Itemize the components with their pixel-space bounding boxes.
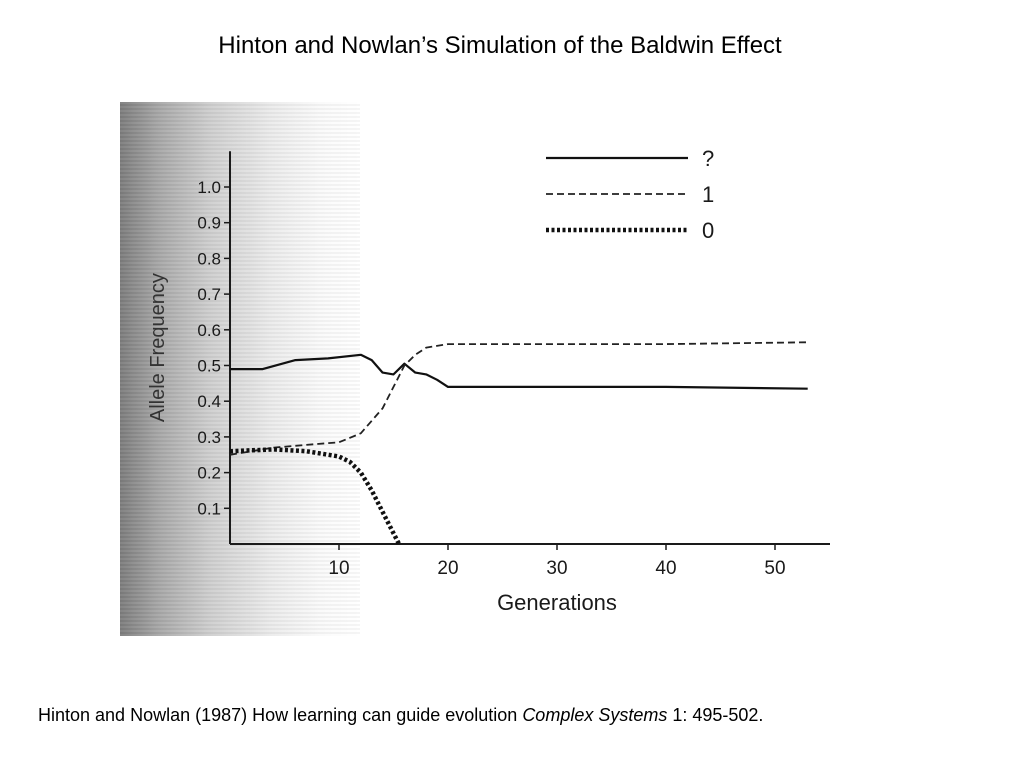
x-tick-label: 50 <box>764 558 785 579</box>
y-tick-label: 0.2 <box>197 464 221 483</box>
citation-journal: Complex Systems <box>522 705 668 725</box>
y-tick-label: 0.6 <box>197 321 221 340</box>
slide-title: Hinton and Nowlan’s Simulation of the Ba… <box>218 32 782 59</box>
x-tick-label: 20 <box>437 558 458 579</box>
y-tick-label: 0.4 <box>197 392 221 411</box>
y-tick-label: 0.3 <box>197 428 221 447</box>
y-tick-label: 0.1 <box>197 499 221 518</box>
y-tick-label: 0.8 <box>197 249 221 268</box>
x-axis-label: Generations <box>497 590 617 615</box>
series-line-1 <box>230 353 808 390</box>
x-tick-label: 30 <box>546 558 567 579</box>
y-tick-label: 0.7 <box>197 285 221 304</box>
figure-panel: 0.1 0.2 0.3 0.4 0.5 0.6 0.7 0.8 0.9 1.0 10 20 30 40 50… <box>120 102 840 636</box>
citation: Hinton and Nowlan (1987) How learning ca… <box>38 705 763 726</box>
series-line-2 <box>229 341 808 456</box>
legend-label-1: ? <box>702 146 714 171</box>
y-tick-label: 1.0 <box>197 178 221 197</box>
legend-label-2: 1 <box>702 182 714 207</box>
legend-label-3: 0 <box>702 218 714 243</box>
y-tick-label: 0.5 <box>197 357 221 376</box>
x-tick-label: 10 <box>328 558 349 579</box>
y-tick-label: 0.9 <box>197 214 221 233</box>
x-tick-label: 40 <box>655 558 676 579</box>
y-axis-label: Allele Frequency <box>147 273 169 422</box>
series-line-3 <box>229 447 402 546</box>
citation-suffix: 1: 495-502. <box>667 705 764 725</box>
citation-prefix: Hinton and Nowlan (1987) How learning ca… <box>38 705 523 725</box>
allele-frequency-chart: 0.10.20.30.40.50.60.70.80.91.010 20 30 40 50… <box>147 146 830 615</box>
